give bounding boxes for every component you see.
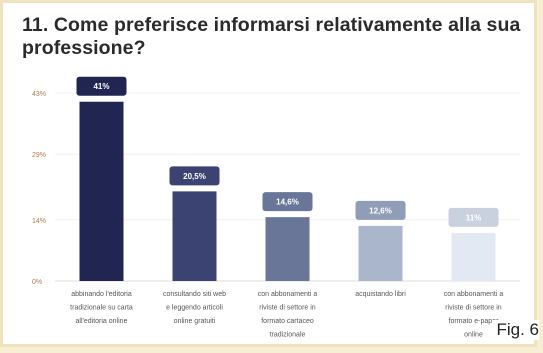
figure-label: Fig. 6 — [492, 320, 539, 340]
x-tick-label: abbinando l'editoria — [71, 291, 132, 298]
data-label-box — [262, 192, 313, 212]
x-tick-label: formato cartaceo — [261, 318, 314, 325]
data-label: 14,6% — [276, 198, 299, 207]
x-tick-label: acquistando libri — [355, 291, 406, 298]
x-tick-label: consultando siti web — [163, 291, 226, 298]
x-tick-label: tradizionale su carta — [70, 305, 133, 312]
data-label: 11% — [466, 213, 482, 222]
x-tick-label: tradizionale — [270, 332, 306, 339]
bar — [79, 101, 124, 281]
bar — [358, 225, 403, 281]
x-tick-label: riviste di settore in — [445, 305, 502, 312]
data-label-box — [355, 200, 406, 220]
y-tick-label: 14% — [32, 218, 46, 225]
bar — [265, 217, 310, 281]
x-tick-label: e leggendo articoli — [166, 305, 223, 312]
y-tick-label: 29% — [32, 152, 46, 159]
x-tick-label: con abbonamenti a — [258, 291, 318, 298]
data-label: 20,5% — [183, 172, 206, 181]
data-label: 12,6% — [369, 206, 392, 215]
x-tick-label: con abbonamenti a — [444, 291, 504, 298]
data-label-box — [76, 76, 127, 96]
data-label: 41% — [93, 82, 109, 91]
bar — [172, 191, 217, 281]
x-tick-label: riviste di settore in — [259, 305, 316, 312]
y-tick-label: 0% — [32, 279, 42, 286]
x-tick-label: all'editoria online — [76, 318, 128, 325]
y-tick-label: 43% — [32, 91, 46, 98]
x-tick-label: online gratuiti — [174, 318, 216, 325]
x-tick-label: online — [464, 332, 483, 339]
x-tick-label: formato e-paper — [449, 318, 499, 325]
data-label-box — [448, 207, 499, 227]
bar — [451, 232, 496, 281]
data-label-box — [169, 166, 220, 186]
chart-title: 11. Come preferisce informarsi relativam… — [22, 14, 521, 59]
